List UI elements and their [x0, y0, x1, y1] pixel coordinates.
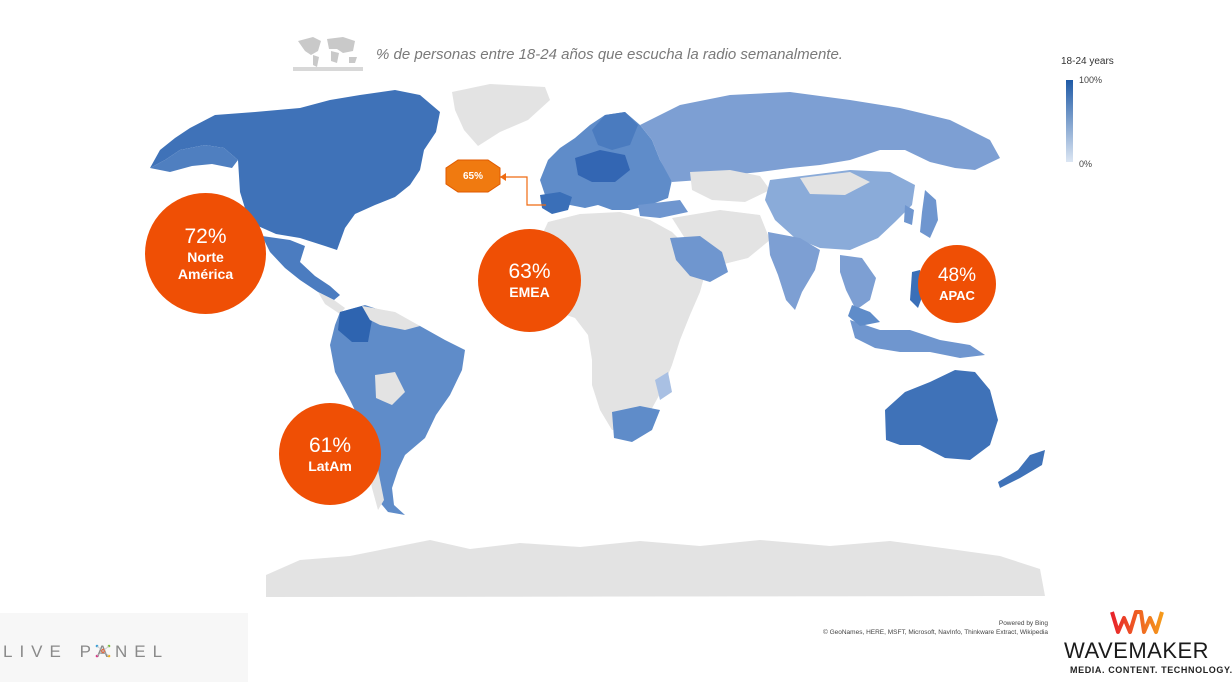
livepanel-logo: LIVE PANEL: [3, 642, 169, 662]
world-thumbnail-icon: [293, 31, 363, 71]
bubble-emea-value: 63%: [508, 260, 551, 283]
credits-powered-by: Powered by Bing: [998, 620, 1048, 627]
region-kazakhstan: [690, 170, 770, 202]
legend-title: 18-24 years: [1061, 56, 1114, 67]
footer-left-panel: [0, 613, 248, 682]
bubble-apac: 48% APAC: [918, 245, 996, 323]
callout-leader-line: [500, 176, 546, 206]
region-iberia: [540, 192, 572, 214]
bubble-latam: 61% LatAm: [279, 403, 381, 505]
bubble-emea-label: EMEA: [509, 284, 550, 300]
bubble-apac-value: 48%: [937, 264, 977, 286]
region-alaska: [150, 145, 238, 172]
callout-arrowhead: [500, 173, 506, 181]
region-mongolia: [800, 172, 870, 195]
region-saudi-arabia: [670, 236, 728, 282]
region-australia: [885, 370, 998, 460]
region-new-zealand: [998, 450, 1045, 488]
legend-max-label: 100%: [1079, 75, 1103, 85]
bubble-north-america-label: Norte América: [177, 248, 234, 282]
region-east-africa-light: [655, 372, 672, 400]
region-venezuela-guianas: [362, 306, 420, 330]
region-southeast-asia: [840, 255, 876, 310]
legend-min-label: 0%: [1079, 159, 1093, 169]
livepanel-logo-text: LIVE PANEL: [3, 642, 170, 661]
region-india: [768, 232, 820, 310]
region-north-america: [150, 90, 440, 250]
region-colombia: [338, 306, 372, 342]
credits-sources: © GeoNames, HERE, MSFT, Microsoft, NavIn…: [822, 629, 1048, 636]
wavemaker-name: WAVEMAKER: [1064, 638, 1210, 663]
bubble-emea: 63% EMEA: [478, 229, 581, 332]
bubble-north-america: 72% Norte América: [145, 193, 266, 314]
map-title: % de personas entre 18-24 años que escuc…: [376, 46, 843, 63]
region-antarctica: [266, 540, 1045, 597]
wavemaker-tagline: MEDIA. CONTENT. TECHNOLOGY.: [1070, 665, 1232, 675]
region-indonesia: [850, 320, 985, 358]
region-south-africa: [612, 406, 660, 442]
callout-shape: [445, 159, 501, 193]
bubble-apac-label: APAC: [939, 287, 975, 303]
bubble-latam-value: 61%: [308, 433, 352, 457]
callout-spain-value: 65%: [462, 170, 483, 182]
livepanel-star-icon: [95, 644, 111, 658]
region-central-america: [318, 292, 345, 314]
map-credits: Powered by Bing © GeoNames, HERE, MSFT, …: [823, 619, 1048, 637]
region-central-europe: [575, 150, 630, 182]
region-malaysia: [848, 305, 880, 326]
region-japan: [920, 190, 938, 238]
legend-gradient: [1066, 80, 1073, 162]
region-korea: [904, 205, 914, 225]
region-greenland: [452, 84, 550, 146]
region-south-america: [330, 305, 465, 515]
bubble-north-america-value: 72%: [184, 224, 227, 248]
region-turkey: [638, 200, 688, 218]
region-china: [765, 170, 915, 250]
region-mexico: [262, 236, 340, 300]
bubble-latam-label: LatAm: [308, 457, 352, 474]
region-russia: [640, 92, 1000, 182]
wavemaker-mark-icon: [1110, 610, 1164, 634]
region-bolivia: [375, 372, 405, 405]
region-scandinavia: [592, 112, 638, 150]
